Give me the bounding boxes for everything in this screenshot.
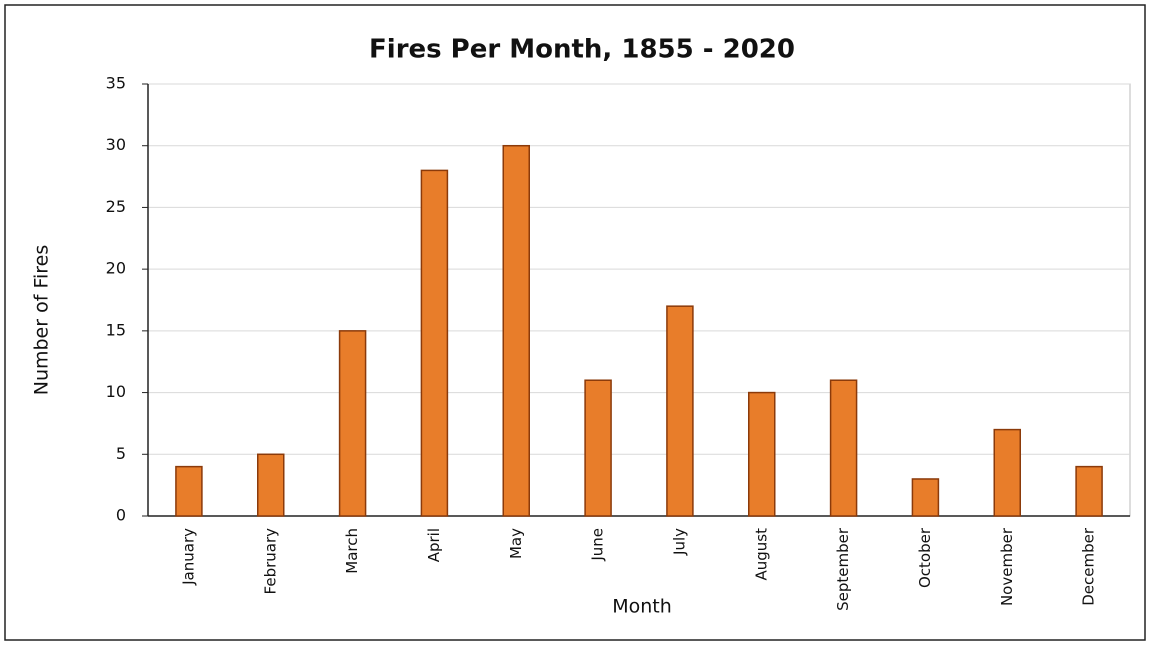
- x-tick-label: May: [507, 528, 525, 559]
- x-tick-label: June: [589, 528, 607, 562]
- bar: [584, 379, 612, 517]
- x-tick-label: April: [425, 528, 443, 562]
- x-tick-label: March: [343, 528, 361, 574]
- y-tick-label: 15: [106, 320, 126, 339]
- bar: [175, 465, 203, 517]
- bar: [748, 391, 776, 517]
- x-tick-label: October: [916, 527, 934, 588]
- chart-border: [4, 4, 1146, 641]
- x-axis-label: Month: [612, 596, 672, 618]
- bar: [338, 330, 367, 517]
- bar: [420, 169, 449, 517]
- chart-title: Fires Per Month, 1855 - 2020: [369, 35, 795, 65]
- y-axis-label: Number of Fires: [31, 245, 53, 396]
- x-tick-label: August: [752, 528, 770, 581]
- y-tick-label: 35: [106, 74, 126, 93]
- x-tick-label: November: [998, 527, 1016, 606]
- bar: [502, 144, 530, 517]
- bar: [829, 379, 858, 517]
- x-tick-label: January: [179, 528, 197, 586]
- bar: [666, 305, 694, 517]
- bar: [911, 478, 940, 517]
- bar: [257, 453, 285, 517]
- x-tick-label: September: [834, 527, 852, 611]
- y-tick-label: 20: [106, 259, 126, 278]
- y-tick-label: 0: [116, 506, 126, 525]
- y-tick-label: 25: [106, 197, 126, 216]
- y-tick-label: 5: [116, 444, 126, 463]
- y-tick-label: 10: [106, 382, 126, 401]
- x-tick-label: July: [670, 528, 688, 556]
- x-tick-label: December: [1080, 527, 1098, 606]
- y-tick-label: 30: [106, 135, 126, 154]
- x-tick-label: February: [261, 528, 279, 595]
- bar: [1075, 465, 1103, 517]
- bar: [993, 428, 1021, 517]
